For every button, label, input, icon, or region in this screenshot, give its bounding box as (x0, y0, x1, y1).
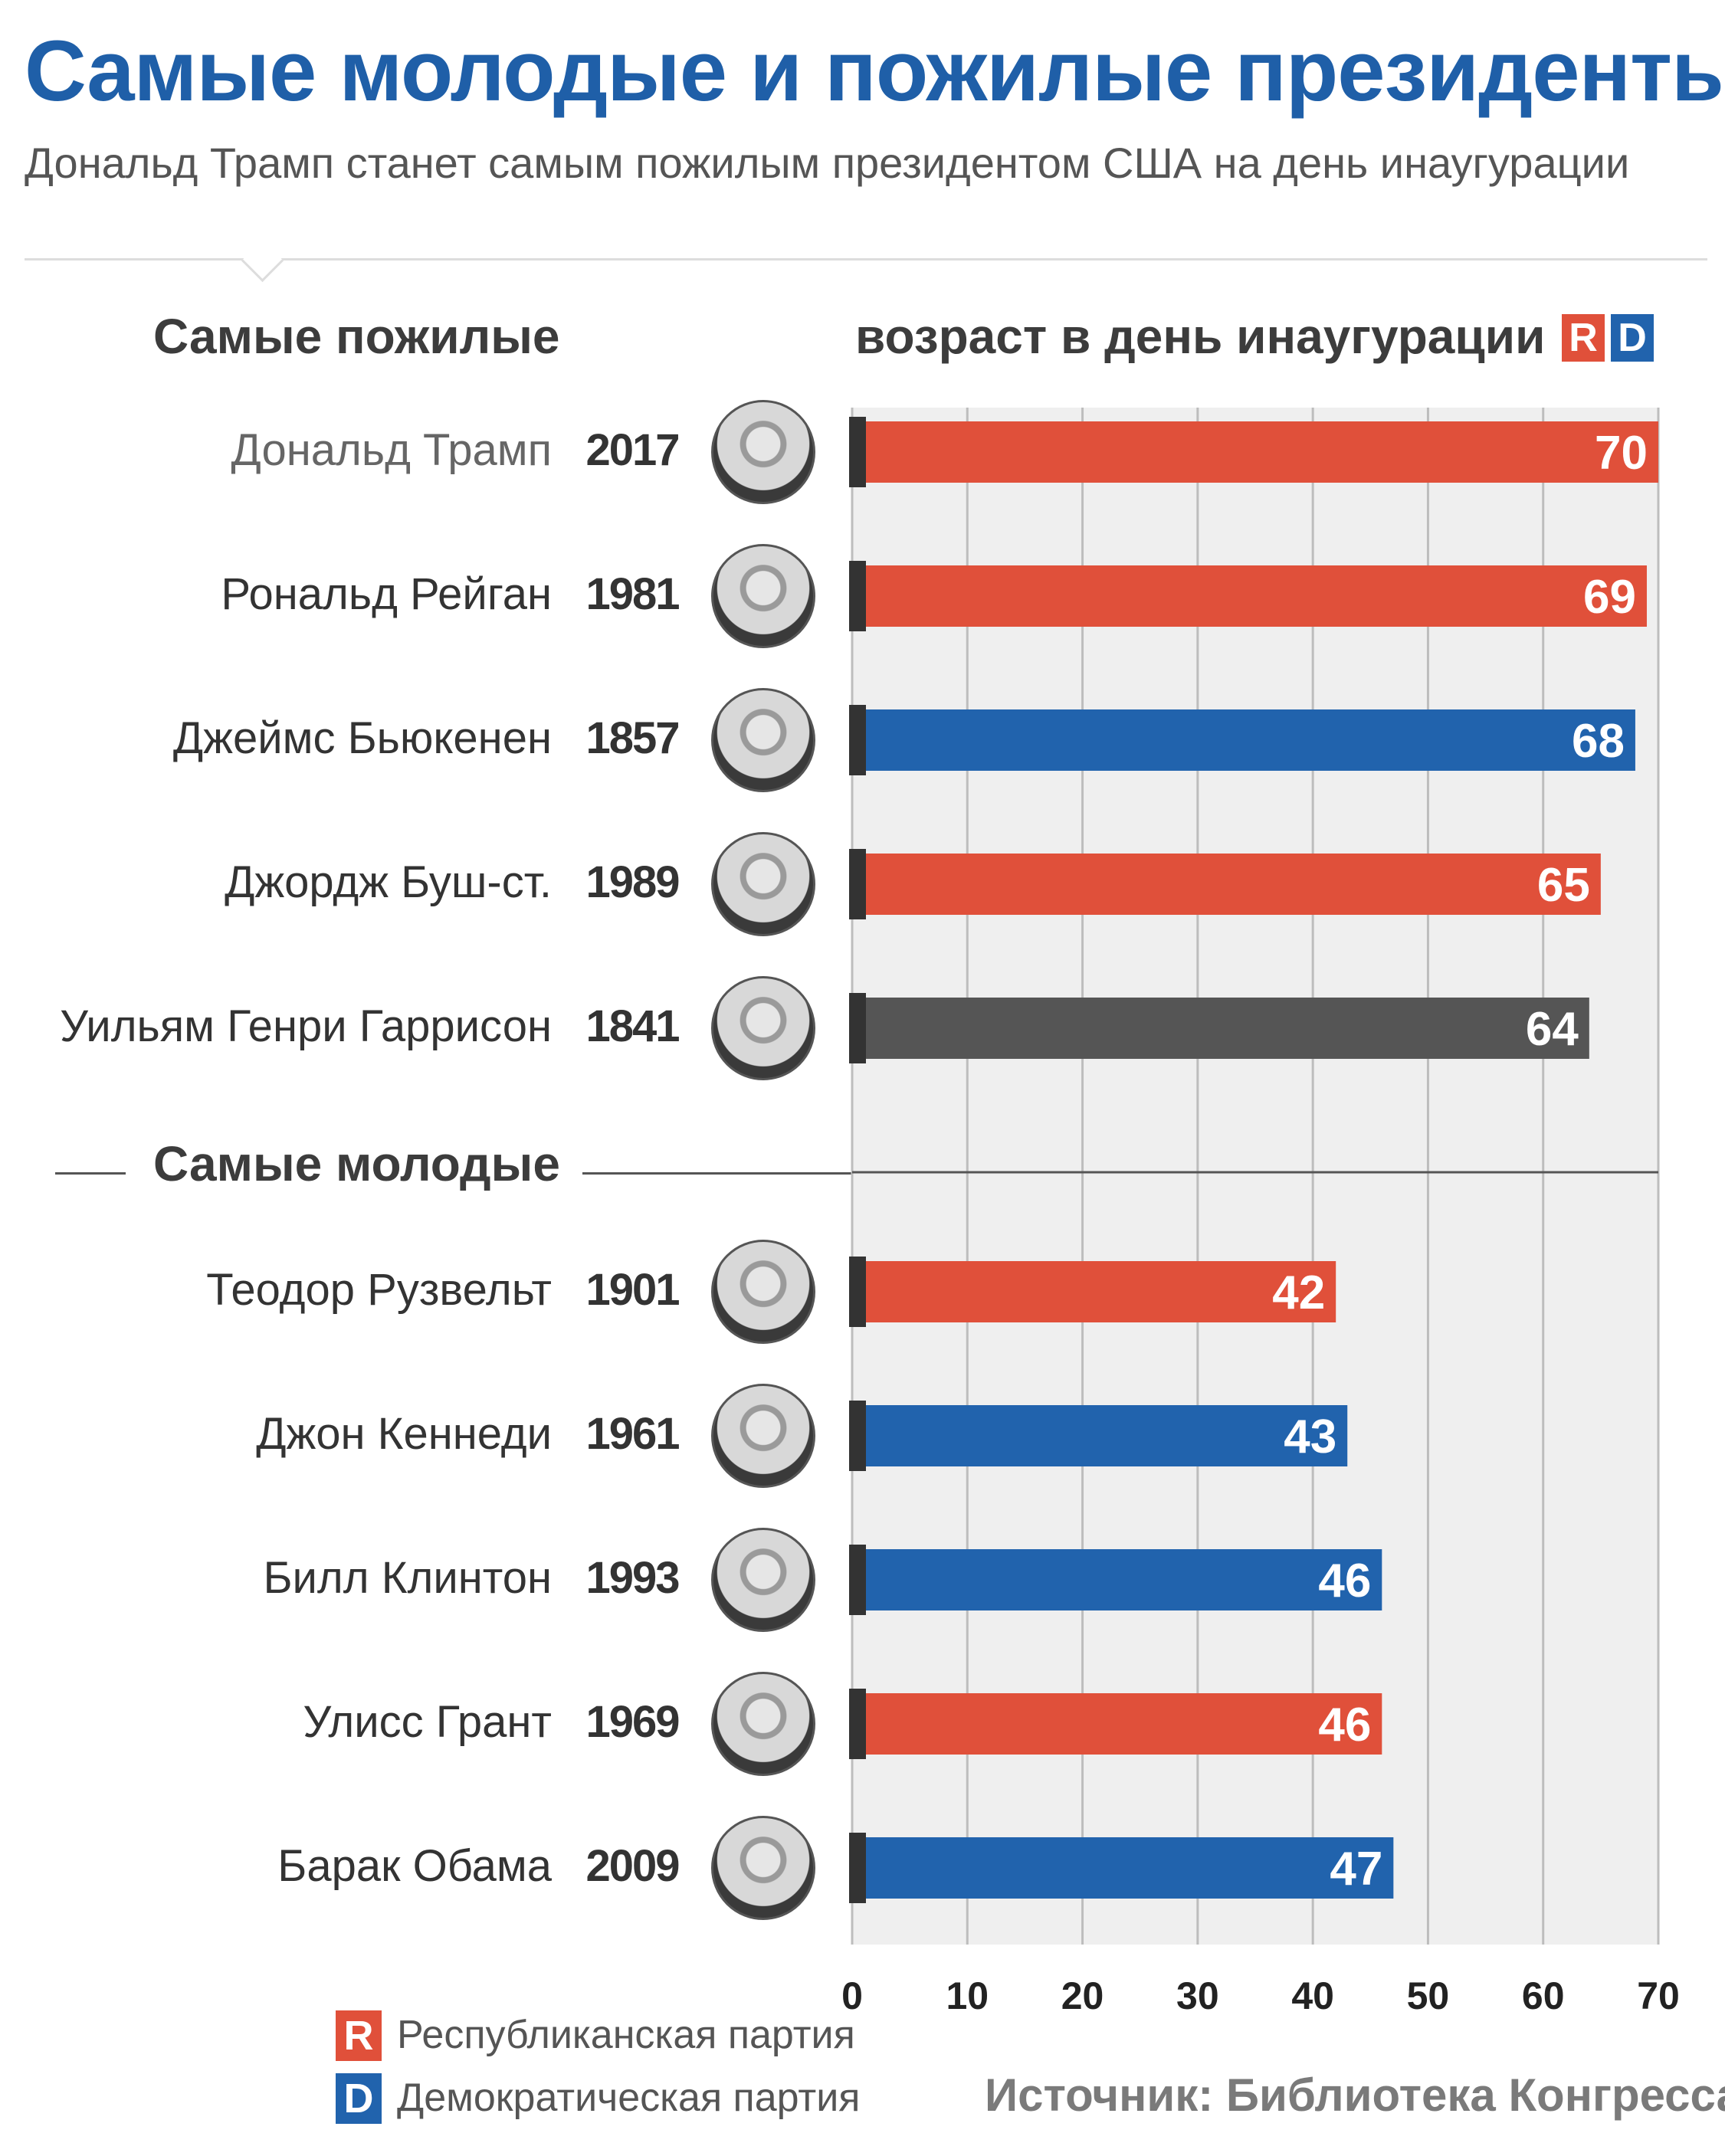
president-name-0-3: Джордж Буш-ст. (225, 857, 552, 907)
x-tick-label-20: 20 (1061, 1974, 1104, 2017)
bar-1-4 (852, 1837, 1394, 1899)
reagan-portrait (711, 544, 815, 648)
inauguration-year-1-3: 1969 (585, 1697, 680, 1747)
axis-title: возраст в день инаугурации (855, 309, 1546, 364)
president-name-1-1: Джон Кеннеди (256, 1409, 552, 1459)
bar-0-1 (852, 565, 1647, 627)
president-name-0-2: Джеймс Бьюкенен (172, 713, 552, 763)
kennedy-portrait (711, 1384, 815, 1488)
bar-1-2 (852, 1549, 1382, 1610)
bar-value-label-1-4: 47 (1330, 1843, 1382, 1896)
inauguration-year-1-0: 1901 (585, 1265, 680, 1315)
bar-1-3 (852, 1693, 1382, 1755)
inauguration-year-0-4: 1841 (585, 1001, 680, 1051)
inauguration-year-1-2: 1993 (585, 1553, 680, 1603)
bar-0-3 (852, 854, 1601, 915)
inauguration-year-1-4: 2009 (585, 1841, 680, 1891)
x-tick-label-40: 40 (1291, 1974, 1334, 2017)
bar-value-label-1-3: 46 (1318, 1699, 1371, 1751)
plot-background (852, 408, 1658, 1945)
president-name-0-4: Уильям Генри Гаррисон (60, 1001, 552, 1051)
bush-portrait (711, 832, 815, 936)
chart-subtitle: Дональд Трамп станет самым пожилым прези… (25, 139, 1630, 187)
bar-value-label-0-3: 65 (1537, 859, 1590, 912)
inauguration-year-1-1: 1961 (585, 1409, 680, 1459)
roosevelt-portrait (711, 1240, 815, 1344)
bar-stub-0-1 (849, 561, 866, 631)
bar-stub-1-2 (849, 1545, 866, 1615)
legend-r-label: Республиканская партия (397, 2013, 855, 2057)
bar-stub-1-1 (849, 1401, 866, 1471)
legend-r-swatch: R (336, 2010, 382, 2061)
header-badge-d: D (1611, 314, 1654, 362)
bar-value-label-1-0: 42 (1272, 1266, 1325, 1319)
x-tick-label-0: 0 (841, 1974, 863, 2017)
inauguration-year-0-3: 1989 (585, 857, 680, 907)
x-tick-label-60: 60 (1522, 1974, 1565, 2017)
president-name-0-1: Рональд Рейган (221, 569, 552, 619)
inauguration-year-0-2: 1857 (585, 713, 680, 763)
bar-stub-0-4 (849, 993, 866, 1063)
bar-value-label-1-1: 43 (1284, 1411, 1336, 1463)
bar-0-2 (852, 709, 1635, 771)
bar-value-label-0-1: 69 (1583, 571, 1636, 624)
bar-stub-0-2 (849, 705, 866, 775)
president-name-0-0: Дональд Трамп (231, 425, 552, 475)
legend-d-swatch: D (336, 2073, 382, 2124)
bar-stub-1-0 (849, 1257, 866, 1327)
clinton-portrait (711, 1528, 815, 1632)
president-name-1-4: Барак Обама (277, 1841, 552, 1891)
president-name-1-2: Билл Клинтон (263, 1553, 552, 1603)
bar-1-1 (852, 1405, 1348, 1466)
x-tick-label-10: 10 (946, 1974, 989, 2017)
bar-1-0 (852, 1261, 1336, 1322)
bar-0-4 (852, 998, 1589, 1059)
header-badge-r: R (1562, 314, 1605, 362)
section-youngest-heading: Самые молодые (153, 1136, 560, 1191)
president-name-1-0: Теодор Рузвельт (206, 1265, 552, 1315)
president-name-1-3: Улисс Грант (303, 1697, 552, 1747)
section-oldest-heading: Самые пожилые (153, 309, 560, 364)
bar-value-label-1-2: 46 (1318, 1555, 1371, 1607)
x-tick-label-50: 50 (1407, 1974, 1450, 2017)
bar-stub-1-4 (849, 1833, 866, 1903)
buchanan-portrait (711, 688, 815, 792)
bar-stub-0-0 (849, 417, 866, 487)
bar-0-0 (852, 421, 1658, 483)
legend-d-label: Демократическая партия (397, 2076, 861, 2120)
obama-portrait (711, 1816, 815, 1920)
inauguration-year-0-0: 2017 (585, 425, 680, 475)
chart-title: Самые молодые и пожилые президенты (25, 23, 1725, 119)
harrison-portrait (711, 976, 815, 1080)
bar-value-label-0-4: 64 (1526, 1003, 1579, 1056)
trump-portrait (711, 400, 815, 504)
bar-value-label-0-0: 70 (1595, 427, 1648, 480)
bar-value-label-0-2: 68 (1572, 715, 1625, 768)
header-divider (25, 258, 1707, 260)
grant-portrait (711, 1672, 815, 1776)
bar-stub-1-3 (849, 1689, 866, 1759)
bar-stub-0-3 (849, 849, 866, 919)
inauguration-year-0-1: 1981 (585, 569, 680, 619)
x-tick-label-30: 30 (1176, 1974, 1219, 2017)
youngest-left-rule (55, 1172, 126, 1175)
x-tick-label-70: 70 (1637, 1974, 1680, 2017)
source-note: Источник: Библиотека Конгресса (985, 2069, 1725, 2121)
